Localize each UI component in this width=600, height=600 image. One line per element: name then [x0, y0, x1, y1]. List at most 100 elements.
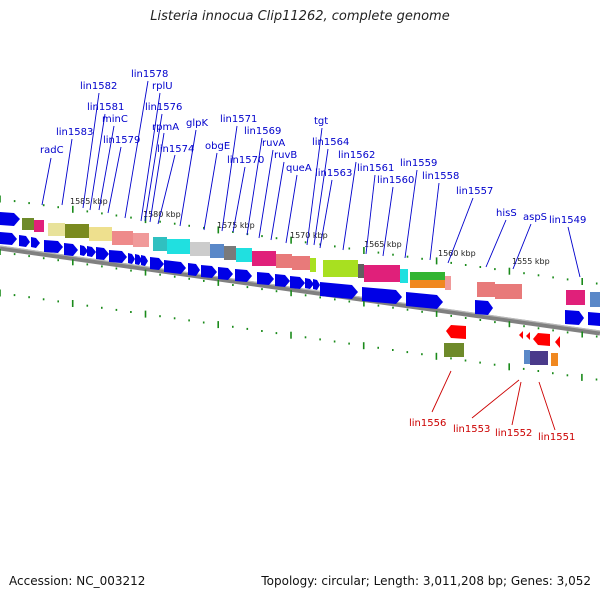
gene-label-queA: queA — [286, 163, 312, 174]
feature-box — [22, 218, 34, 230]
gene-arrow — [0, 212, 20, 226]
gene-arrow — [44, 240, 63, 253]
gene-label-lin1551: lin1551 — [538, 432, 575, 443]
feature-box — [224, 246, 236, 260]
feature-box — [445, 276, 451, 290]
gene-arrow — [565, 310, 584, 325]
leader-lines-bottom — [431, 370, 556, 431]
feature-box — [112, 231, 133, 245]
feature-box — [292, 256, 310, 270]
gene-label-lin1560: lin1560 — [377, 175, 414, 186]
gene-label-lin1564: lin1564 — [312, 137, 349, 148]
feature-box — [530, 351, 548, 365]
forward-genes — [0, 212, 600, 326]
gene-arrow — [128, 253, 135, 264]
gene-label-lin1559: lin1559 — [400, 158, 437, 169]
gene-arrow — [475, 300, 493, 315]
gene-arrow — [588, 312, 600, 326]
gene-arrow-reverse — [446, 325, 466, 339]
gene-arrow — [87, 246, 96, 257]
feature-box — [276, 254, 292, 268]
gene-label-lin1582: lin1582 — [80, 81, 117, 92]
gene-label-ruvA: ruvA — [262, 138, 285, 149]
tick-track-bottom — [0, 289, 598, 381]
feature-box — [236, 248, 252, 262]
feature-box — [410, 280, 445, 288]
feature-box — [358, 264, 364, 278]
gene-label-lin1574: lin1574 — [157, 144, 194, 155]
gene-arrow — [141, 255, 148, 266]
feature-box — [89, 227, 112, 241]
feature-box — [252, 251, 276, 266]
gene-arrow — [235, 269, 252, 282]
gene-arrow — [305, 278, 314, 289]
tick-track-top — [0, 195, 598, 285]
reverse-genes — [444, 325, 560, 366]
gene-label-ruvB: ruvB — [274, 150, 297, 161]
gene-arrow-reverse — [533, 333, 550, 346]
gene-arrow — [290, 276, 305, 289]
kbp-label-1580: 1580 kbp — [143, 210, 181, 219]
feature-box — [133, 233, 149, 247]
bottom-gene-labels: lin1556 lin1553 lin1552 lin1551 — [409, 418, 575, 443]
gene-arrow — [406, 292, 443, 309]
gene-arrow — [275, 274, 290, 287]
gene-arrow — [80, 245, 88, 256]
gene-arrow-reverse — [555, 336, 560, 348]
kbp-label-1555: 1555 kbp — [512, 257, 550, 266]
gene-arrow — [64, 243, 78, 256]
gene-label-lin1576: lin1576 — [145, 102, 182, 113]
feature-box — [34, 220, 44, 232]
feature-box — [590, 292, 600, 307]
gene-label-lin1556: lin1556 — [409, 418, 446, 429]
gene-arrow — [320, 282, 358, 299]
feature-box — [153, 237, 167, 251]
gene-label-rpmA: rpmA — [152, 122, 179, 133]
kbp-label-1565: 1565 kbp — [364, 240, 402, 249]
gene-label-radC: radC — [40, 145, 64, 156]
feature-box — [364, 265, 400, 282]
gene-label-tgt: tgt — [314, 116, 328, 127]
genome-summary-text: Topology: circular; Length: 3,011,208 bp… — [261, 574, 591, 588]
gene-label-lin1583: lin1583 — [56, 127, 93, 138]
gene-label-lin1569: lin1569 — [244, 126, 281, 137]
gene-label-lin1549: lin1549 — [549, 215, 586, 226]
gene-arrow — [188, 263, 200, 276]
gene-label-lin1571: lin1571 — [220, 114, 257, 125]
accession-text: Accession: NC_003212 — [9, 574, 146, 588]
top-gene-labels: radC lin1583 lin1582 lin1581 minC lin157… — [40, 69, 586, 226]
gene-label-lin1563: lin1563 — [315, 168, 352, 179]
feature-box — [444, 343, 464, 357]
gene-arrow — [0, 232, 17, 245]
feature-box — [566, 290, 585, 305]
gene-arrow-reverse — [526, 332, 530, 340]
feature-box — [400, 269, 408, 283]
gene-arrow — [96, 247, 109, 260]
gene-arrow — [164, 260, 186, 274]
gene-arrow — [218, 267, 233, 280]
gene-label-lin1578: lin1578 — [131, 69, 168, 80]
gene-arrow — [150, 257, 164, 270]
feature-box — [48, 223, 65, 236]
gene-label-lin1581: lin1581 — [87, 102, 124, 113]
gene-arrow — [109, 250, 127, 263]
feature-box — [323, 260, 358, 277]
gene-label-lin1579: lin1579 — [103, 135, 140, 146]
feature-box — [477, 282, 495, 297]
gene-label-obgE: obgE — [205, 141, 230, 152]
kbp-label-1585: 1585 kbp — [70, 197, 108, 206]
gene-label-lin1561: lin1561 — [357, 163, 394, 174]
feature-box — [310, 258, 316, 272]
feature-box — [410, 272, 445, 280]
gene-label-aspS: aspS — [523, 212, 547, 223]
kbp-label-1575: 1575 kbp — [217, 221, 255, 230]
kbp-label-1560: 1560 kbp — [438, 249, 476, 258]
feature-box — [190, 242, 210, 256]
gene-arrow — [19, 235, 30, 247]
gene-label-lin1558: lin1558 — [422, 171, 459, 182]
gene-arrow — [201, 265, 217, 278]
gene-arrow — [313, 279, 320, 290]
kbp-label-1570: 1570 kbp — [290, 231, 328, 240]
kbp-labels: 1585 kbp 1580 kbp 1575 kbp 1570 kbp 1565… — [70, 197, 550, 266]
gene-label-lin1557: lin1557 — [456, 186, 493, 197]
